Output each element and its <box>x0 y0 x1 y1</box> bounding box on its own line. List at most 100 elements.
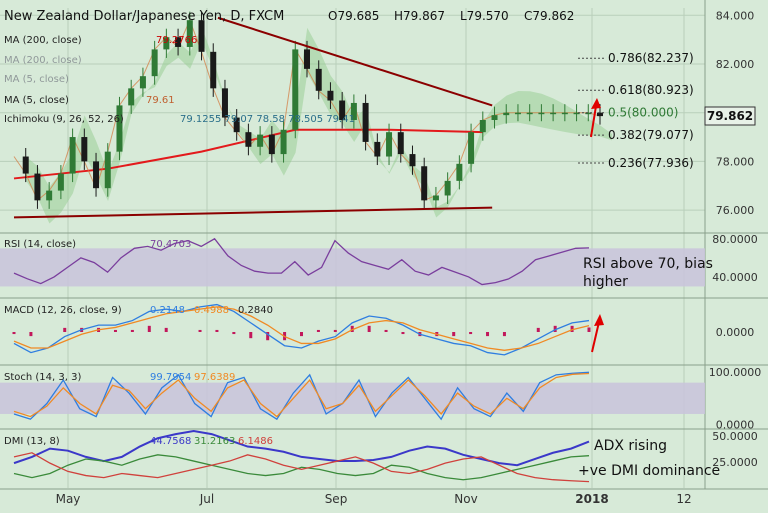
x-tick-label: Jul <box>199 492 214 506</box>
dmi-value: 6.1486 <box>238 436 273 447</box>
candle-body <box>198 20 205 52</box>
x-tick-label: May <box>56 492 81 506</box>
macd-series-line <box>13 303 590 356</box>
legend-ma5-value: 79.61 <box>146 95 175 106</box>
candle-body <box>93 161 100 189</box>
indicator-panels: RSI (14, close) 70.4703 MACD (12, 26, clos… <box>0 237 705 483</box>
legend-ma200-value: 79.2766 <box>156 35 197 46</box>
candle-body <box>421 166 428 201</box>
legend-ma5: MA (5, close) <box>4 95 69 106</box>
candle-body <box>339 100 346 120</box>
price-arrow-up <box>590 98 601 138</box>
candle-body <box>409 154 416 167</box>
dmi-note: +ve DMI dominance <box>578 463 720 479</box>
stoch-series-line <box>13 372 590 418</box>
candle-body <box>304 49 310 69</box>
annotations: RSI above 70, bias higher ADX rising +ve… <box>578 98 720 479</box>
candle-body <box>526 112 533 115</box>
rsi-note-line1: RSI above 70, bias <box>583 256 713 272</box>
rsi-label: RSI (14, close) <box>4 239 76 250</box>
x-tick-label: Sep <box>325 492 348 506</box>
macd-series-line <box>13 306 590 351</box>
fib-label: 0.236(77.936) <box>608 156 694 170</box>
price-tick-label: 78.000 <box>716 155 755 168</box>
candle-body <box>268 134 275 155</box>
candle-body <box>491 115 498 120</box>
candle-body <box>292 49 299 130</box>
x-tick-label: 12 <box>676 492 691 506</box>
legend-ma200: MA (200, close) <box>4 35 82 46</box>
candle-body <box>432 195 439 201</box>
candle-body <box>503 112 510 116</box>
candle-body <box>585 112 592 115</box>
rsi-series-line <box>13 237 590 286</box>
dmi-series-line <box>13 454 590 481</box>
adx-note: ADX rising <box>594 438 667 454</box>
dmi-label: DMI (13, 8) <box>4 436 60 447</box>
candle-body <box>538 112 545 115</box>
candle-body <box>34 173 41 201</box>
fib-label: 0.618(80.923) <box>608 83 694 97</box>
candle-body <box>573 112 580 115</box>
macd-value: 0.2840 <box>238 305 273 316</box>
ohlc-close: C79.862 <box>524 9 574 23</box>
stoch-value: 97.6389 <box>194 372 235 383</box>
candle-body <box>245 132 252 147</box>
stoch-label: Stoch (14, 3, 3) <box>4 372 81 383</box>
candle-body <box>186 20 193 47</box>
stoch-band <box>0 382 705 414</box>
rsi-band <box>0 248 705 287</box>
x-tick-label: Nov <box>454 492 477 506</box>
candle-body <box>233 117 240 133</box>
macd-label: MACD (12, 26, close, 9) <box>4 305 122 316</box>
candle-body <box>128 88 135 106</box>
candle-body <box>116 105 123 152</box>
ichimoku-cloud-fill <box>26 26 612 224</box>
stoch-series-line <box>13 371 590 421</box>
candle-body <box>163 37 170 50</box>
ichimoku-cloud <box>26 26 612 224</box>
fib-label: 0.5(80.000) <box>608 106 678 120</box>
dmi-series-line <box>13 452 590 483</box>
candle-body <box>151 49 158 77</box>
price-tick-label: 84.000 <box>716 9 755 22</box>
rsi-tick-label: 40.0000 <box>712 271 758 284</box>
macd-value: 0.4988 <box>194 305 229 316</box>
candle-body <box>221 88 228 118</box>
legend-ma5-b: MA (5, close) <box>4 74 69 85</box>
candle-body <box>257 134 264 147</box>
stoch-tick-label: 100.0000 <box>709 366 762 379</box>
candle-body <box>210 51 217 89</box>
candle-body <box>479 120 486 133</box>
ohlc-high: H79.867 <box>394 9 445 23</box>
candle-body <box>444 180 451 196</box>
trendlines <box>13 16 493 219</box>
price-candles <box>22 11 603 209</box>
macd-value: 0.2148 <box>150 305 185 316</box>
last-price-badge: 79.862 <box>704 106 756 126</box>
candle-body <box>175 37 182 47</box>
price-tick-label: 82.000 <box>716 58 755 71</box>
dmi-value: 44.7568 <box>150 436 191 447</box>
dmi-tick-label: 50.0000 <box>712 430 758 443</box>
dmi-tick-label: 25.0000 <box>712 456 758 469</box>
candle-body <box>327 90 334 101</box>
candle-body <box>350 102 357 120</box>
rsi-tick-label: 80.0000 <box>712 233 758 246</box>
candle-body <box>514 112 521 115</box>
indicator-legend: MA (200, close) 79.2766 MA (200, close) … <box>4 35 355 125</box>
candle-body <box>456 163 463 181</box>
candle-body <box>386 132 393 157</box>
candle-body <box>362 102 369 142</box>
candle-body <box>57 173 64 191</box>
candle-body <box>104 151 111 189</box>
candle-body <box>280 129 287 155</box>
macd-tick-label: 0.0000 <box>716 326 755 339</box>
chart-header: New Zealand Dollar/Japanese Yen, D, FXCM… <box>4 9 574 24</box>
fib-label: 0.382(79.077) <box>608 128 694 142</box>
candle-body <box>597 112 603 117</box>
candle-body <box>550 112 557 115</box>
stoch-tick-label: 0.0000 <box>716 418 755 431</box>
